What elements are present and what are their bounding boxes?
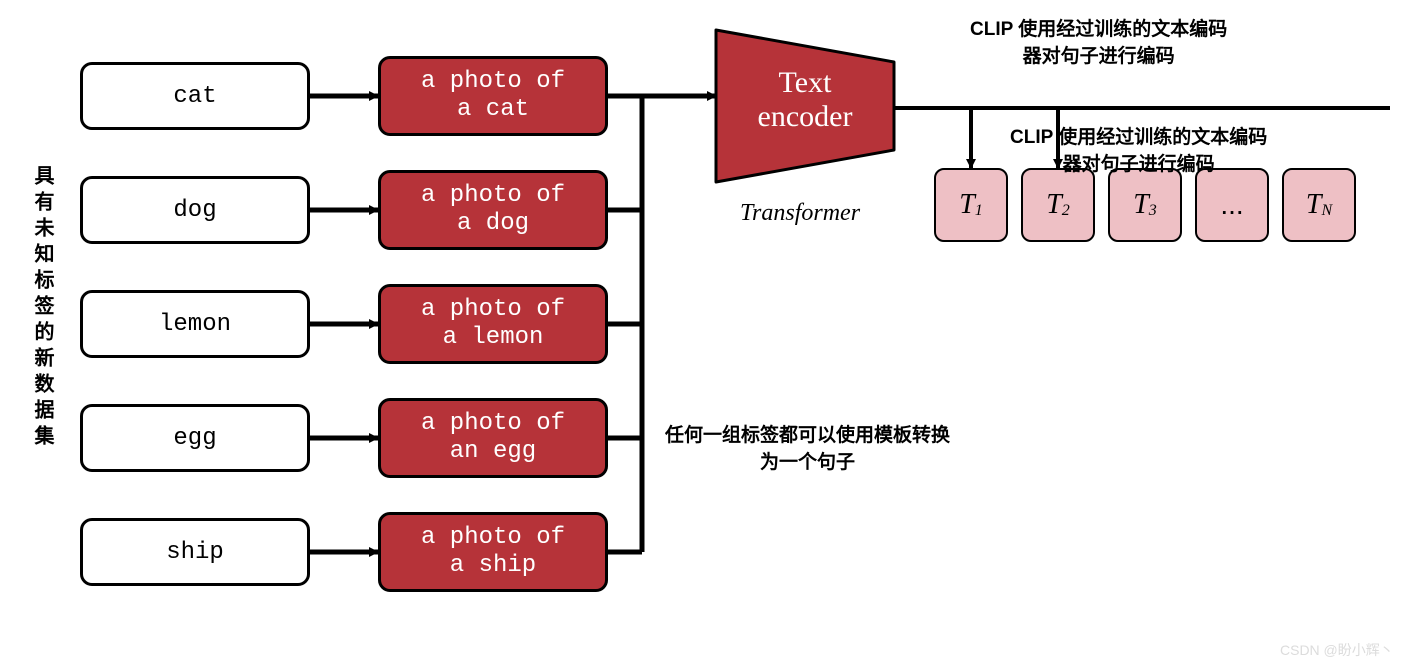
label-box: lemon: [80, 290, 310, 358]
label-box: ship: [80, 518, 310, 586]
token-box: T2: [1021, 168, 1095, 242]
encoder-text-line1: Text: [725, 66, 885, 100]
phrase-box: a photo of a ship: [378, 512, 608, 592]
token-box: T3: [1108, 168, 1182, 242]
watermark: CSDN @盼小辉丶: [1280, 640, 1394, 660]
phrase-box: a photo of an egg: [378, 398, 608, 478]
label-box: dog: [80, 176, 310, 244]
encoder-text-line2: encoder: [725, 100, 885, 134]
caption-mid: CLIP 使用经过训练的文本编码器对句子进行编码: [1010, 122, 1267, 176]
caption-top: CLIP 使用经过训练的文本编码器对句子进行编码: [970, 14, 1227, 68]
token-box: T1: [934, 168, 1008, 242]
encoder-subcaption: Transformer: [740, 200, 860, 227]
label-box: cat: [80, 62, 310, 130]
caption-bottom: 任何一组标签都可以使用模板转换为一个句子: [665, 420, 950, 474]
encoder-label: Textencoder: [725, 66, 885, 134]
token-box: TN: [1282, 168, 1356, 242]
phrase-box: a photo of a dog: [378, 170, 608, 250]
token-box: ...: [1195, 168, 1269, 242]
phrase-box: a photo of a cat: [378, 56, 608, 136]
phrase-box: a photo of a lemon: [378, 284, 608, 364]
vertical-caption: 具有未知标签的新数据集: [28, 165, 57, 451]
label-box: egg: [80, 404, 310, 472]
